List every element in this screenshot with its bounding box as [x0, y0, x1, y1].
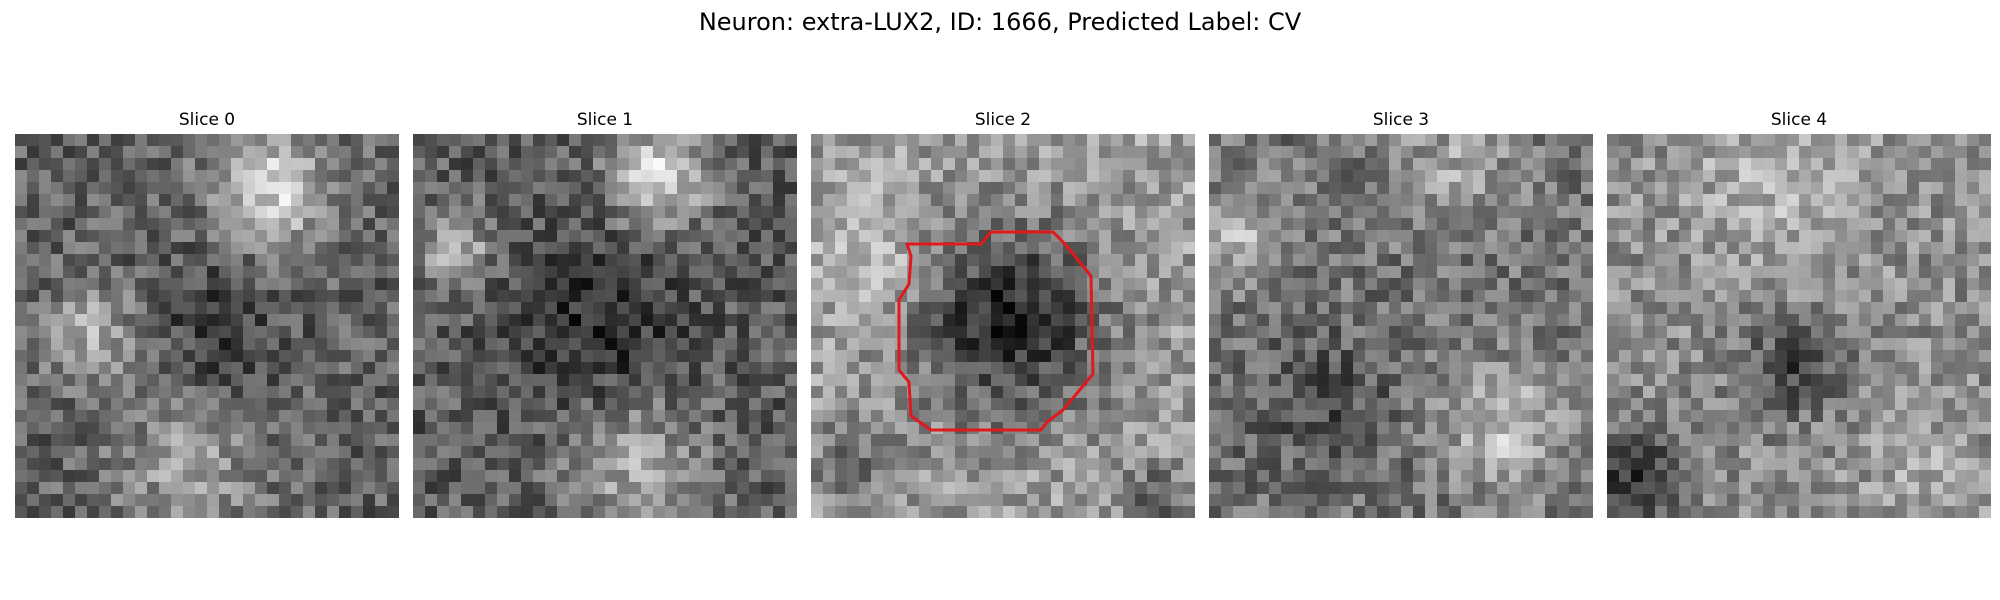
slice-panel-0: Slice 0 [15, 108, 399, 518]
slice-title-4: Slice 4 [1770, 110, 1828, 130]
slice-image-1 [413, 134, 797, 518]
slice-title-1: Slice 1 [576, 110, 634, 130]
slice-image-0 [15, 134, 399, 518]
slice-title-3: Slice 3 [1372, 110, 1430, 130]
slice-canvas-4 [1607, 134, 1991, 518]
slice-canvas-0 [15, 134, 399, 518]
slice-image-3 [1209, 134, 1593, 518]
slice-title-0: Slice 0 [178, 110, 236, 130]
slice-canvas-1 [413, 134, 797, 518]
slice-title-2: Slice 2 [974, 110, 1032, 130]
slice-image-2 [811, 134, 1195, 518]
slice-panel-4: Slice 4 [1607, 108, 1991, 518]
slice-canvas-2 [811, 134, 1195, 518]
slice-canvas-3 [1209, 134, 1593, 518]
slice-image-4 [1607, 134, 1991, 518]
slice-panel-2: Slice 2 [811, 108, 1195, 518]
figure-title: Neuron: extra-LUX2, ID: 1666, Predicted … [698, 8, 1302, 36]
slice-panel-1: Slice 1 [413, 108, 797, 518]
slice-panel-3: Slice 3 [1209, 108, 1593, 518]
